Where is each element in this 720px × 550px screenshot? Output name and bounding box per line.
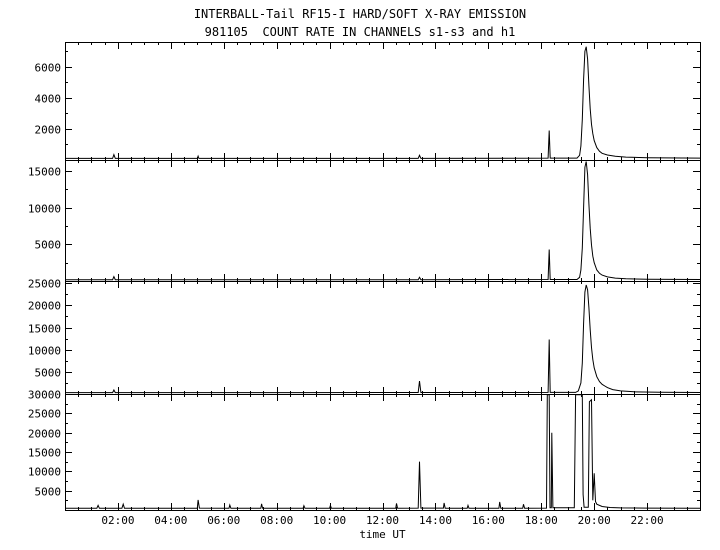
series-channel-s1 — [65, 46, 701, 159]
y-tick-label: 30000 — [28, 389, 61, 402]
series-channel-h1 — [65, 394, 701, 509]
panel-frame-channel-s3 — [65, 281, 701, 395]
y-tick-label: 15000 — [28, 447, 61, 460]
x-axis-title: time UT — [359, 528, 406, 541]
y-tick-label: 10000 — [28, 203, 61, 216]
y-tick-label: 2000 — [35, 124, 62, 137]
x-tick-label: 12:00 — [366, 514, 399, 527]
x-tick-label: 16:00 — [472, 514, 505, 527]
x-tick-label: 18:00 — [525, 514, 558, 527]
x-tick-label: 02:00 — [101, 514, 134, 527]
x-tick-label: 14:00 — [419, 514, 452, 527]
x-tick-label: 08:00 — [260, 514, 293, 527]
chart-subtitle: 981105 COUNT RATE IN CHANNELS s1-s3 and … — [204, 25, 516, 39]
y-tick-label: 5000 — [35, 486, 62, 499]
y-tick-label: 25000 — [28, 408, 61, 421]
x-tick-label: 06:00 — [207, 514, 240, 527]
y-tick-label: 5000 — [35, 239, 62, 252]
y-tick-label: 10000 — [28, 345, 61, 358]
y-tick-label: 6000 — [35, 62, 62, 75]
y-tick-label: 10000 — [28, 466, 61, 479]
y-tick-label: 15000 — [28, 323, 61, 336]
x-tick-label: 20:00 — [578, 514, 611, 527]
series-channel-s3 — [65, 284, 701, 394]
y-tick-label: 15000 — [28, 166, 61, 179]
x-tick-label: 10:00 — [313, 514, 346, 527]
x-tick-label: 22:00 — [631, 514, 664, 527]
panel-frame-channel-s1 — [65, 42, 701, 161]
y-tick-label: 5000 — [35, 367, 62, 380]
chart-title: INTERBALL-Tail RF15-I HARD/SOFT X-RAY EM… — [193, 7, 527, 21]
y-tick-label: 20000 — [28, 428, 61, 441]
y-tick-label: 25000 — [28, 278, 61, 291]
panel-frame-channel-s2 — [65, 160, 701, 282]
y-tick-label: 20000 — [28, 300, 61, 313]
x-tick-label: 04:00 — [154, 514, 187, 527]
panel-frame-channel-h1 — [65, 394, 701, 511]
y-tick-label: 4000 — [35, 93, 62, 106]
series-channel-s2 — [65, 161, 701, 281]
